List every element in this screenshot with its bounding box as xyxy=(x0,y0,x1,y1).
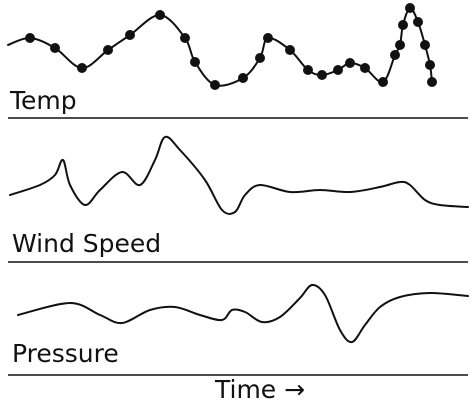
axis-label: Time → xyxy=(214,375,305,404)
temp-dot xyxy=(413,17,423,27)
temp-dot xyxy=(238,73,248,83)
temp-dot xyxy=(125,30,135,40)
temp-dot xyxy=(420,40,430,50)
temp-dot xyxy=(390,50,400,60)
panel-label: Pressure xyxy=(12,339,119,368)
temp-dot xyxy=(398,20,408,30)
temp-dot xyxy=(25,33,35,43)
temp-dot xyxy=(360,63,370,73)
wind-curve xyxy=(9,135,469,215)
temp-dot xyxy=(425,60,435,70)
temp-dot xyxy=(103,45,113,55)
temp-dot xyxy=(50,43,60,53)
temp-dot xyxy=(405,3,415,13)
temp-dot xyxy=(303,65,313,75)
temp-dot xyxy=(190,57,200,67)
panel-label: Temp xyxy=(9,86,77,115)
panel-label: Wind Speed xyxy=(12,229,161,258)
pressure-curve xyxy=(17,283,469,344)
temp-dot xyxy=(427,77,437,87)
temp-dot xyxy=(210,80,220,90)
temp-dot xyxy=(345,58,355,68)
temp-dot xyxy=(317,70,327,80)
temp-dot xyxy=(378,77,388,87)
temp-dot xyxy=(333,65,343,75)
temp-dot xyxy=(285,45,295,55)
temp-dot xyxy=(263,33,273,43)
temp-dot xyxy=(77,63,87,73)
temp-dot xyxy=(180,33,190,43)
temp-dot xyxy=(395,40,405,50)
temp-curve xyxy=(7,7,433,87)
temp-dot xyxy=(155,10,165,20)
temp-dot xyxy=(255,53,265,63)
